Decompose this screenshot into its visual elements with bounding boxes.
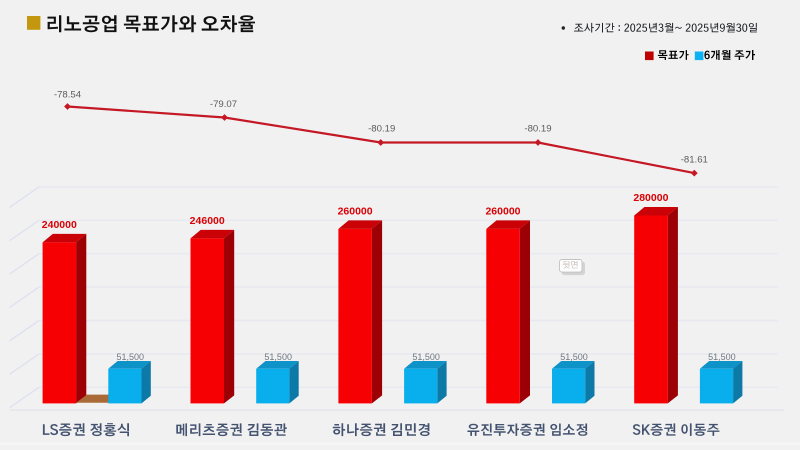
svg-text:51,500: 51,500 <box>264 352 292 362</box>
svg-text:240000: 240000 <box>42 219 77 231</box>
svg-text:-78.54: -78.54 <box>54 89 82 100</box>
svg-text:260000: 260000 <box>485 206 520 218</box>
svg-text:-79.07: -79.07 <box>210 99 237 110</box>
svg-text:260000: 260000 <box>338 206 373 218</box>
svg-text:246000: 246000 <box>190 215 225 227</box>
svg-text:51,500: 51,500 <box>708 352 736 362</box>
svg-text:-81.61: -81.61 <box>681 155 708 166</box>
svg-text:51,500: 51,500 <box>412 352 440 362</box>
svg-text:-80.19: -80.19 <box>368 124 395 135</box>
svg-text:280000: 280000 <box>633 192 668 204</box>
svg-text:-80.19: -80.19 <box>524 124 551 135</box>
svg-text:51,500: 51,500 <box>560 352 588 362</box>
svg-text:51,500: 51,500 <box>117 352 145 362</box>
